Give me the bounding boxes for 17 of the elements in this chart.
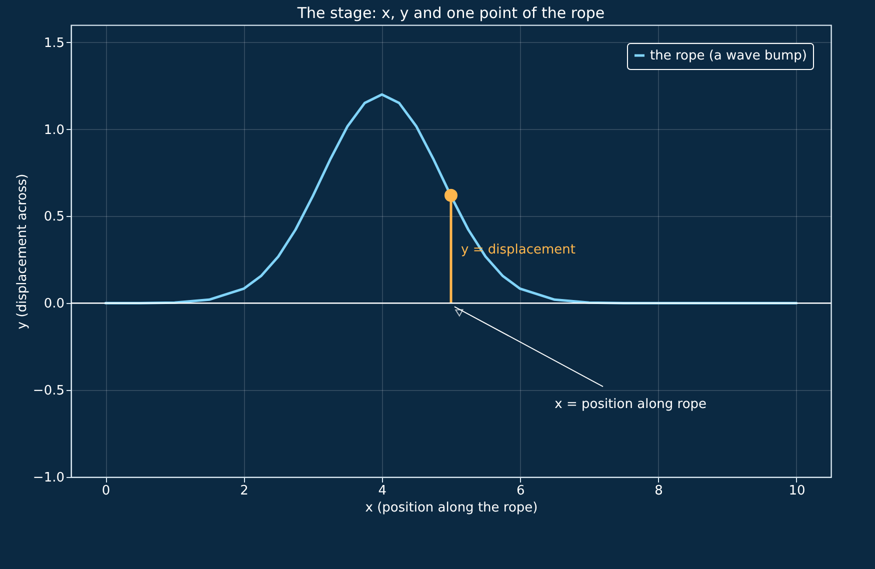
y-tick-label: 1.5 [44,36,64,51]
x-axis-title: x (position along the rope) [365,500,538,516]
y-tick-label: −1.0 [32,470,64,486]
x-tick-label: 10 [788,484,806,498]
x-tick-label: 0 [102,484,110,498]
x-tick-label: 4 [378,484,387,498]
x-tick-label: 6 [516,484,525,498]
x-tick-label: 8 [654,484,663,498]
annotation: x = position along rope [554,396,707,412]
y-tick-label: 1.0 [44,122,64,138]
legend-label: the rope (a wave bump) [650,48,807,64]
chart-title: The stage: x, y and one point of the rope [296,4,605,22]
x-tick-label: 2 [240,484,248,498]
y-tick-label: −0.5 [32,384,64,399]
y-tick-label: 0.5 [44,210,64,225]
y-tick-label: 0.0 [44,296,64,312]
y-axis-title: y (displacement across) [14,174,30,330]
